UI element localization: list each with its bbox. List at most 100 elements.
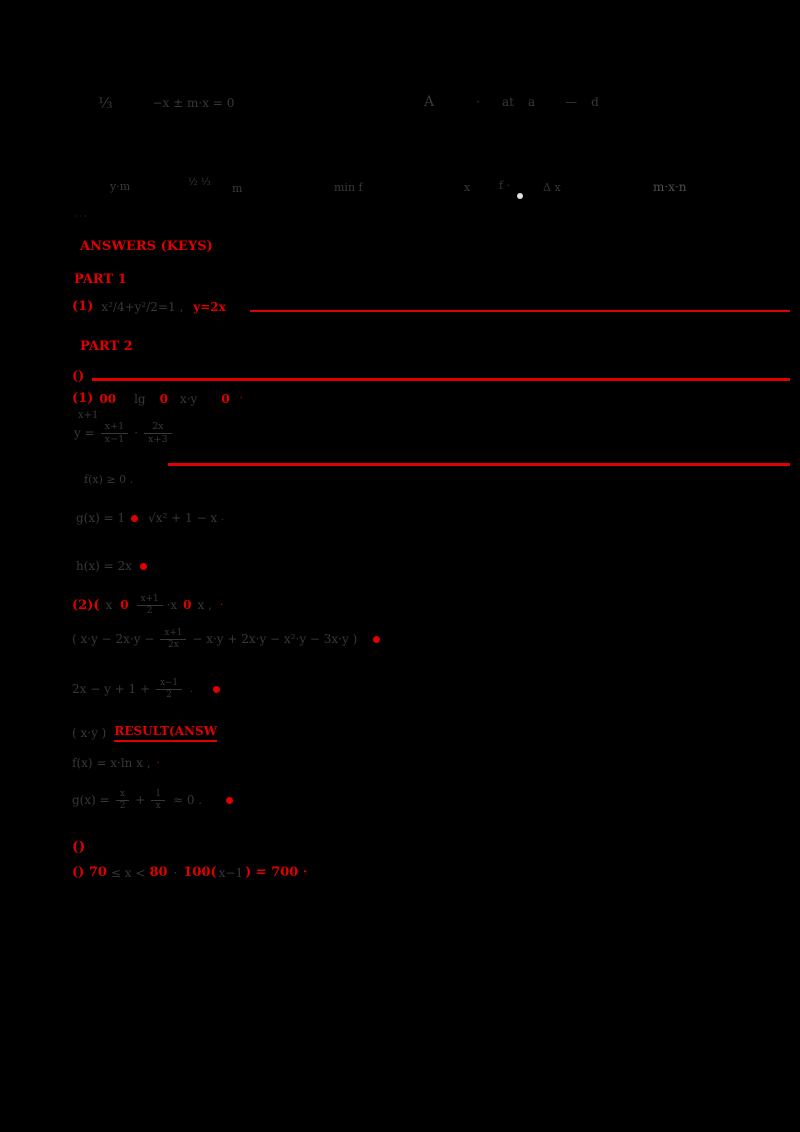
header-formula-right: A · at a — d bbox=[424, 94, 599, 110]
text-segment: · bbox=[476, 95, 480, 109]
subheader-item-8: m·x·n bbox=[653, 180, 687, 194]
answer-line-5: () 70 ≤ x <80 · 100(x−1) = 700 · bbox=[72, 865, 307, 880]
subheader-item-7: Δ x bbox=[543, 181, 561, 194]
text-segment: · bbox=[239, 393, 243, 404]
text-segment: ·x bbox=[166, 598, 178, 613]
text-segment: ( x·y ) bbox=[72, 726, 107, 740]
answer-dot bbox=[131, 514, 139, 522]
text-segment: . bbox=[190, 683, 194, 695]
text-segment: y·m bbox=[110, 180, 131, 193]
text-segment: g(x) = 1 bbox=[76, 511, 126, 525]
fraction: x−1 2 bbox=[156, 678, 182, 701]
text-segment: 0 bbox=[120, 598, 129, 613]
text-segment: ANSWERS (KEYS) bbox=[80, 239, 213, 254]
text-segment: ≈ 0 . bbox=[172, 793, 203, 808]
text-segment: RESULT(ANSW bbox=[114, 724, 218, 742]
fraction: x+1 x−1 bbox=[100, 421, 129, 446]
text-segment: a bbox=[527, 95, 536, 109]
result-line: ( x·y ) RESULT(ANSW bbox=[72, 724, 218, 742]
work-frac2-line: g(x) = x 2 +1 x ≈ 0 . bbox=[72, 789, 234, 812]
subheader-item-3: m bbox=[232, 182, 242, 195]
text-segment: 0 bbox=[183, 598, 192, 613]
text-segment: (1) bbox=[72, 299, 94, 314]
text-segment: 80 bbox=[149, 865, 168, 880]
answer-line-3: (1) 00 lg 0 x·y 0 · bbox=[72, 391, 243, 406]
text-segment: h(x) = 2x bbox=[76, 559, 132, 573]
fraction: 2x x+3 bbox=[144, 421, 172, 446]
text-segment: x , bbox=[197, 598, 212, 613]
text-segment: −x ± m·x = 0 bbox=[152, 96, 235, 110]
subheader-item-6: f · bbox=[499, 179, 510, 192]
text-segment: . bbox=[221, 513, 225, 523]
text-segment: · bbox=[134, 426, 139, 441]
text-segment: f(x) ≥ 0 . bbox=[84, 473, 134, 486]
text-segment: ) = 700 · bbox=[245, 865, 308, 880]
answer-dot bbox=[226, 796, 234, 804]
text-segment: − x·y + 2x·y − x²·y − 3x·y ) bbox=[192, 632, 358, 647]
text-segment: √x² + 1 − x bbox=[148, 511, 218, 525]
subheader-item-5: x bbox=[464, 181, 470, 194]
subheader-item-1: y·m bbox=[110, 180, 130, 193]
text-segment: ≤ x < bbox=[110, 865, 146, 880]
fraction: x+1 2 bbox=[136, 594, 163, 617]
text-segment: m·x·n bbox=[653, 180, 687, 194]
text-segment: 2x − y + 1 + bbox=[72, 682, 151, 697]
text-segment: lg bbox=[134, 391, 146, 406]
text-segment: x bbox=[105, 598, 113, 613]
answer-dot bbox=[213, 685, 221, 693]
text-segment: x·y bbox=[179, 391, 198, 406]
text-segment: y = bbox=[74, 426, 95, 441]
text-segment: () bbox=[72, 839, 86, 855]
text-segment: f(x) = x·ln x , bbox=[72, 756, 151, 770]
text-segment: x²/4+y²/2=1 , bbox=[101, 299, 184, 314]
text-segment: x−1 bbox=[218, 865, 244, 880]
white-dot bbox=[517, 193, 523, 199]
text-segment: — bbox=[565, 95, 578, 109]
text-segment: at bbox=[501, 95, 514, 109]
section-1-title: PART 1 bbox=[74, 272, 127, 287]
answer-line-4: (2)(x 0 x+1 2 ·x 0 x , · bbox=[72, 594, 223, 617]
subheader-item-4: min f bbox=[334, 181, 363, 194]
header-formula-left: ⅓ −x ± m·x = 0 bbox=[98, 94, 234, 112]
text-segment: + bbox=[135, 793, 146, 808]
section-2-title: PART 2 bbox=[80, 339, 133, 354]
work-g-line: g(x) = 1 √x² + 1 − x. bbox=[76, 511, 224, 525]
text-segment: · bbox=[156, 757, 160, 769]
text-segment: ½ ⅓ bbox=[188, 177, 211, 188]
text-segment: min f bbox=[334, 181, 363, 194]
text-segment: x bbox=[464, 181, 471, 194]
work-ln-line: f(x) = x·ln x , · bbox=[72, 756, 160, 770]
work-h-line: h(x) = 2x bbox=[76, 559, 147, 573]
text-segment: 0 bbox=[221, 391, 230, 406]
text-segment: A bbox=[424, 94, 435, 110]
text-segment: Δ x bbox=[543, 181, 561, 194]
text-segment: d bbox=[591, 95, 599, 109]
text-segment: 100( bbox=[183, 865, 217, 880]
text-segment: PART 1 bbox=[74, 272, 127, 287]
answer-key-title: ANSWERS (KEYS) bbox=[80, 239, 213, 254]
text-segment: m bbox=[232, 182, 243, 195]
item-2-marker: () bbox=[72, 839, 85, 855]
text-segment: g(x) = bbox=[72, 793, 110, 808]
text-segment: · bbox=[173, 865, 178, 880]
text-segment: 00 bbox=[99, 391, 117, 406]
answer-line-2: () bbox=[72, 369, 84, 384]
answer-dot bbox=[373, 635, 381, 643]
text-segment: (2)( bbox=[72, 597, 100, 613]
answer-line-1: (1) x²/4+y²/2=1 , y=2x bbox=[72, 299, 226, 314]
work-long-line: ( x·y − 2x·y − x+1 2x − x·y + 2x·y − x²·y −… bbox=[72, 628, 381, 651]
work-fraction-line: y = x+1 x−1 · 2x x+3 bbox=[74, 421, 172, 446]
text-segment: · bbox=[219, 599, 224, 611]
text-segment: · · · bbox=[74, 212, 87, 221]
text-segment: PART 2 bbox=[80, 339, 133, 354]
answer-dot bbox=[139, 562, 147, 570]
text-segment: ( x·y − 2x·y − bbox=[72, 632, 155, 647]
text-segment: 0 bbox=[159, 391, 168, 406]
answer-underline-2 bbox=[92, 378, 790, 381]
answer-underline-1 bbox=[250, 310, 790, 312]
text-segment: () 70 bbox=[72, 865, 107, 880]
work-conclusion: f(x) ≥ 0 . bbox=[84, 473, 133, 486]
